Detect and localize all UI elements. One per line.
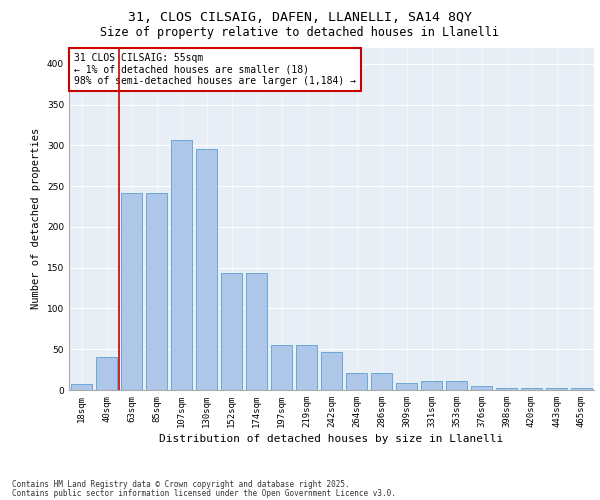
Bar xyxy=(521,388,542,390)
Text: 31, CLOS CILSAIG, DAFEN, LLANELLI, SA14 8QY: 31, CLOS CILSAIG, DAFEN, LLANELLI, SA14 … xyxy=(128,11,472,24)
Text: Contains public sector information licensed under the Open Government Licence v3: Contains public sector information licen… xyxy=(12,488,396,498)
Bar xyxy=(221,272,242,390)
Bar xyxy=(321,352,342,390)
Bar xyxy=(421,381,442,390)
Bar xyxy=(171,140,192,390)
Bar xyxy=(571,388,592,390)
Bar xyxy=(546,388,567,390)
Bar xyxy=(146,192,167,390)
Text: 31 CLOS CILSAIG: 55sqm
← 1% of detached houses are smaller (18)
98% of semi-deta: 31 CLOS CILSAIG: 55sqm ← 1% of detached … xyxy=(74,52,356,86)
Y-axis label: Number of detached properties: Number of detached properties xyxy=(31,128,41,310)
Bar xyxy=(271,345,292,390)
Bar xyxy=(246,272,267,390)
Bar xyxy=(71,384,92,390)
Bar xyxy=(296,345,317,390)
Bar xyxy=(371,373,392,390)
Text: Size of property relative to detached houses in Llanelli: Size of property relative to detached ho… xyxy=(101,26,499,39)
Bar xyxy=(346,373,367,390)
Bar xyxy=(496,388,517,390)
X-axis label: Distribution of detached houses by size in Llanelli: Distribution of detached houses by size … xyxy=(160,434,503,444)
Bar xyxy=(446,381,467,390)
Bar xyxy=(121,192,142,390)
Bar xyxy=(96,358,117,390)
Bar xyxy=(196,150,217,390)
Bar xyxy=(471,386,492,390)
Text: Contains HM Land Registry data © Crown copyright and database right 2025.: Contains HM Land Registry data © Crown c… xyxy=(12,480,350,489)
Bar xyxy=(396,382,417,390)
